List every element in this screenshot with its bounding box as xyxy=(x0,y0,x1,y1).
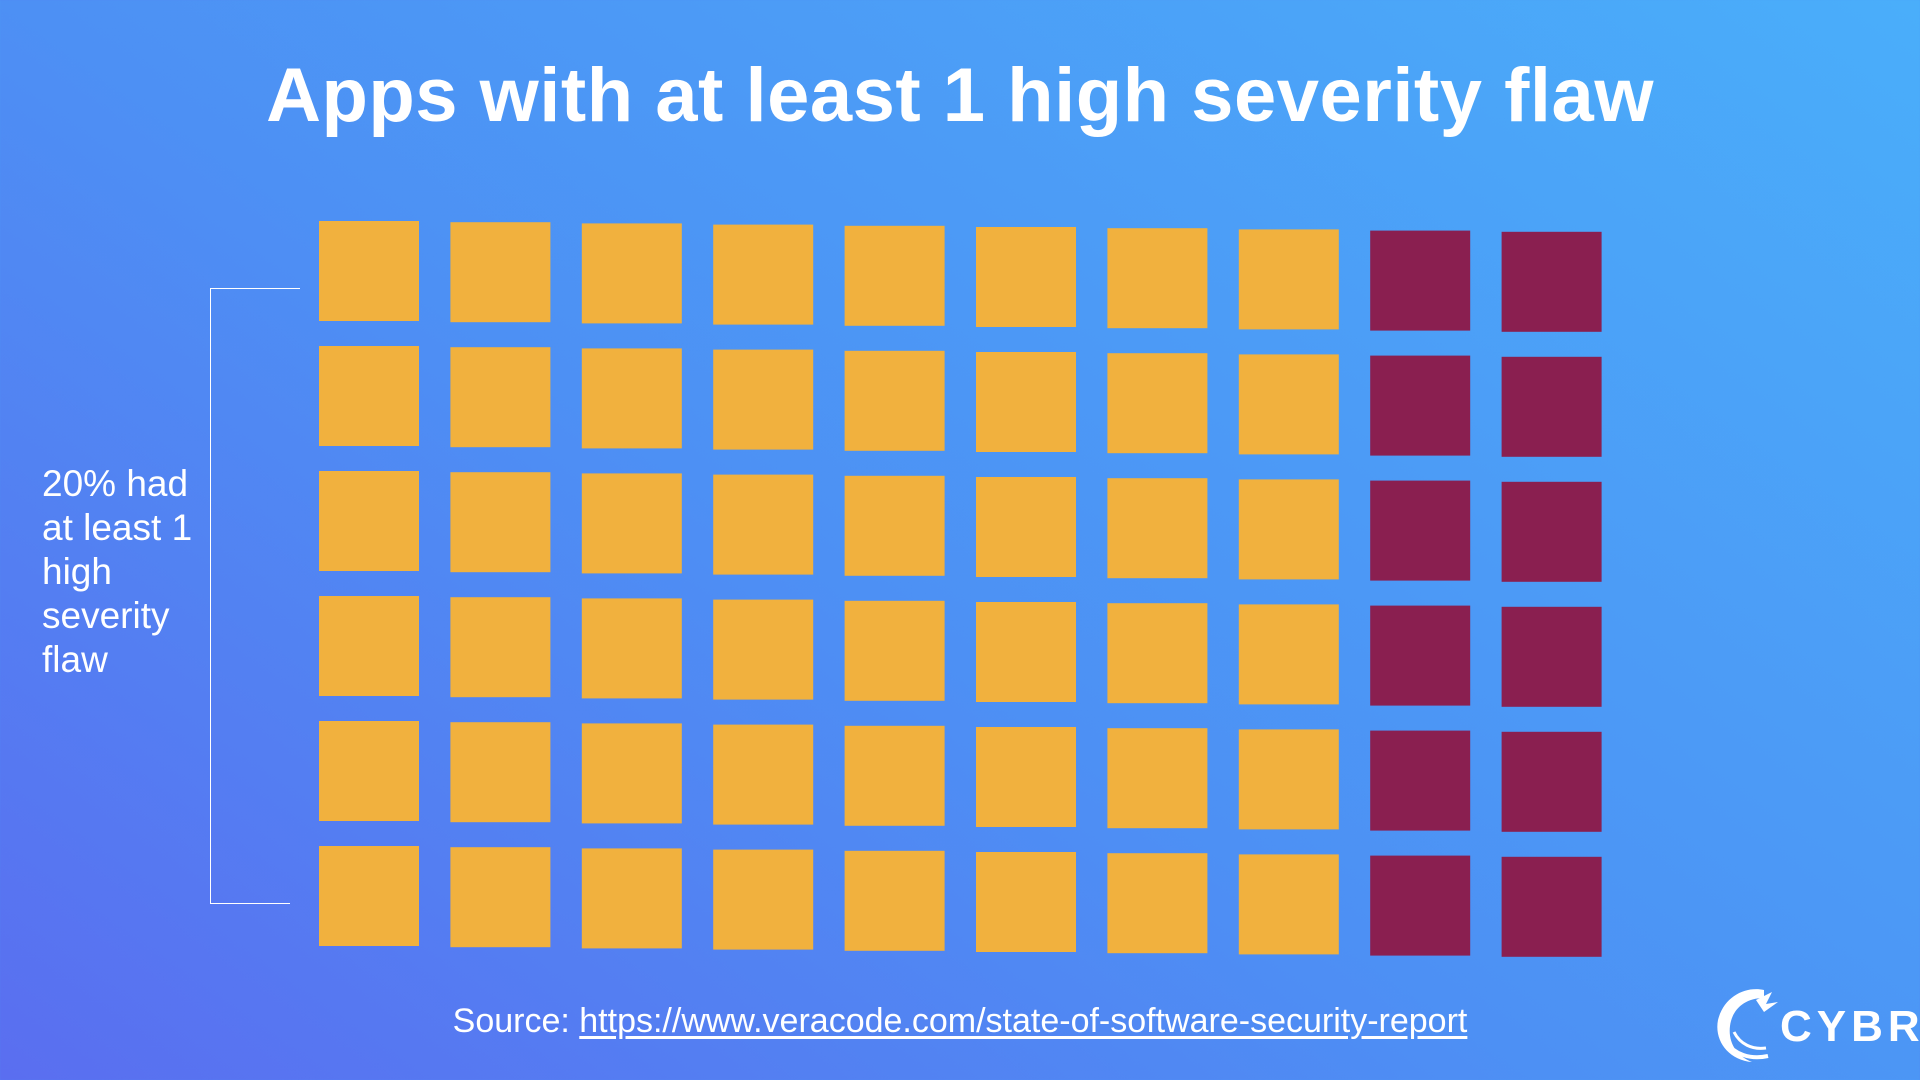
waffle-square xyxy=(1238,229,1339,330)
waffle-square xyxy=(1107,853,1208,954)
waffle-square xyxy=(844,725,945,826)
source-line: Source: https://www.veracode.com/state-o… xyxy=(0,1002,1920,1041)
waffle-square xyxy=(976,352,1076,452)
waffle-square xyxy=(450,347,551,448)
brand-logo: CYBR xyxy=(1706,980,1920,1070)
chart-title: Apps with at least 1 high severity flaw xyxy=(266,53,1654,138)
waffle-square xyxy=(450,847,551,948)
waffle-square xyxy=(976,727,1076,827)
waffle-square xyxy=(319,596,419,696)
waffle-square xyxy=(976,477,1076,577)
annotation-label: 20% had at least 1 high severity flaw xyxy=(42,463,193,680)
waffle-square xyxy=(1107,603,1208,704)
brand-name: CYBR xyxy=(1780,1002,1920,1051)
waffle-square-highlight xyxy=(1501,606,1602,707)
waffle-square xyxy=(844,850,945,951)
waffle-square xyxy=(581,848,682,949)
waffle-square-highlight xyxy=(1370,230,1471,331)
waffle-square-highlight xyxy=(1501,231,1602,332)
waffle-square xyxy=(713,474,814,575)
waffle-square xyxy=(319,721,419,821)
waffle-square xyxy=(844,600,945,701)
waffle-square xyxy=(581,348,682,449)
waffle-square xyxy=(1107,353,1208,454)
waffle-square xyxy=(844,225,945,326)
waffle-square-highlight xyxy=(1370,730,1471,831)
waffle-square xyxy=(713,724,814,825)
waffle-square xyxy=(713,849,814,950)
waffle-square xyxy=(976,852,1076,952)
annotation-bracket xyxy=(210,288,300,904)
waffle-square xyxy=(450,472,551,573)
waffle-square xyxy=(713,224,814,325)
source-prefix: Source: xyxy=(452,1002,580,1040)
waffle-square-highlight xyxy=(1370,480,1471,581)
waffle-square xyxy=(581,223,682,324)
waffle-square-highlight xyxy=(1370,605,1471,706)
waffle-square-highlight xyxy=(1370,855,1471,956)
waffle-square xyxy=(319,346,419,446)
waffle-square xyxy=(581,598,682,699)
waffle-square xyxy=(713,599,814,700)
waffle-square xyxy=(450,722,551,823)
dragon-icon xyxy=(1717,989,1778,1062)
waffle-square-highlight xyxy=(1501,356,1602,457)
waffle-square xyxy=(1107,478,1208,579)
waffle-square xyxy=(976,602,1076,702)
waffle-square xyxy=(1238,479,1339,580)
waffle-square-highlight xyxy=(1501,856,1602,957)
source-link[interactable]: https://www.veracode.com/state-of-softwa… xyxy=(579,1002,1468,1040)
waffle-square xyxy=(450,597,551,698)
waffle-square xyxy=(319,471,419,571)
waffle-square xyxy=(844,475,945,576)
waffle-square xyxy=(581,723,682,824)
waffle-square xyxy=(1238,354,1339,455)
waffle-square xyxy=(1238,854,1339,955)
waffle-square xyxy=(1107,728,1208,829)
waffle-square xyxy=(713,349,814,450)
waffle-square xyxy=(1238,604,1339,705)
waffle-square xyxy=(450,222,551,323)
waffle-square xyxy=(976,227,1076,327)
waffle-square-highlight xyxy=(1501,731,1602,832)
waffle-square-highlight xyxy=(1370,355,1471,456)
waffle-square xyxy=(844,350,945,451)
waffle-square xyxy=(319,221,419,321)
waffle-square xyxy=(581,473,682,574)
waffle-square-highlight xyxy=(1501,481,1602,582)
waffle-square xyxy=(1107,228,1208,329)
waffle-square xyxy=(319,846,419,946)
waffle-square xyxy=(1238,729,1339,830)
